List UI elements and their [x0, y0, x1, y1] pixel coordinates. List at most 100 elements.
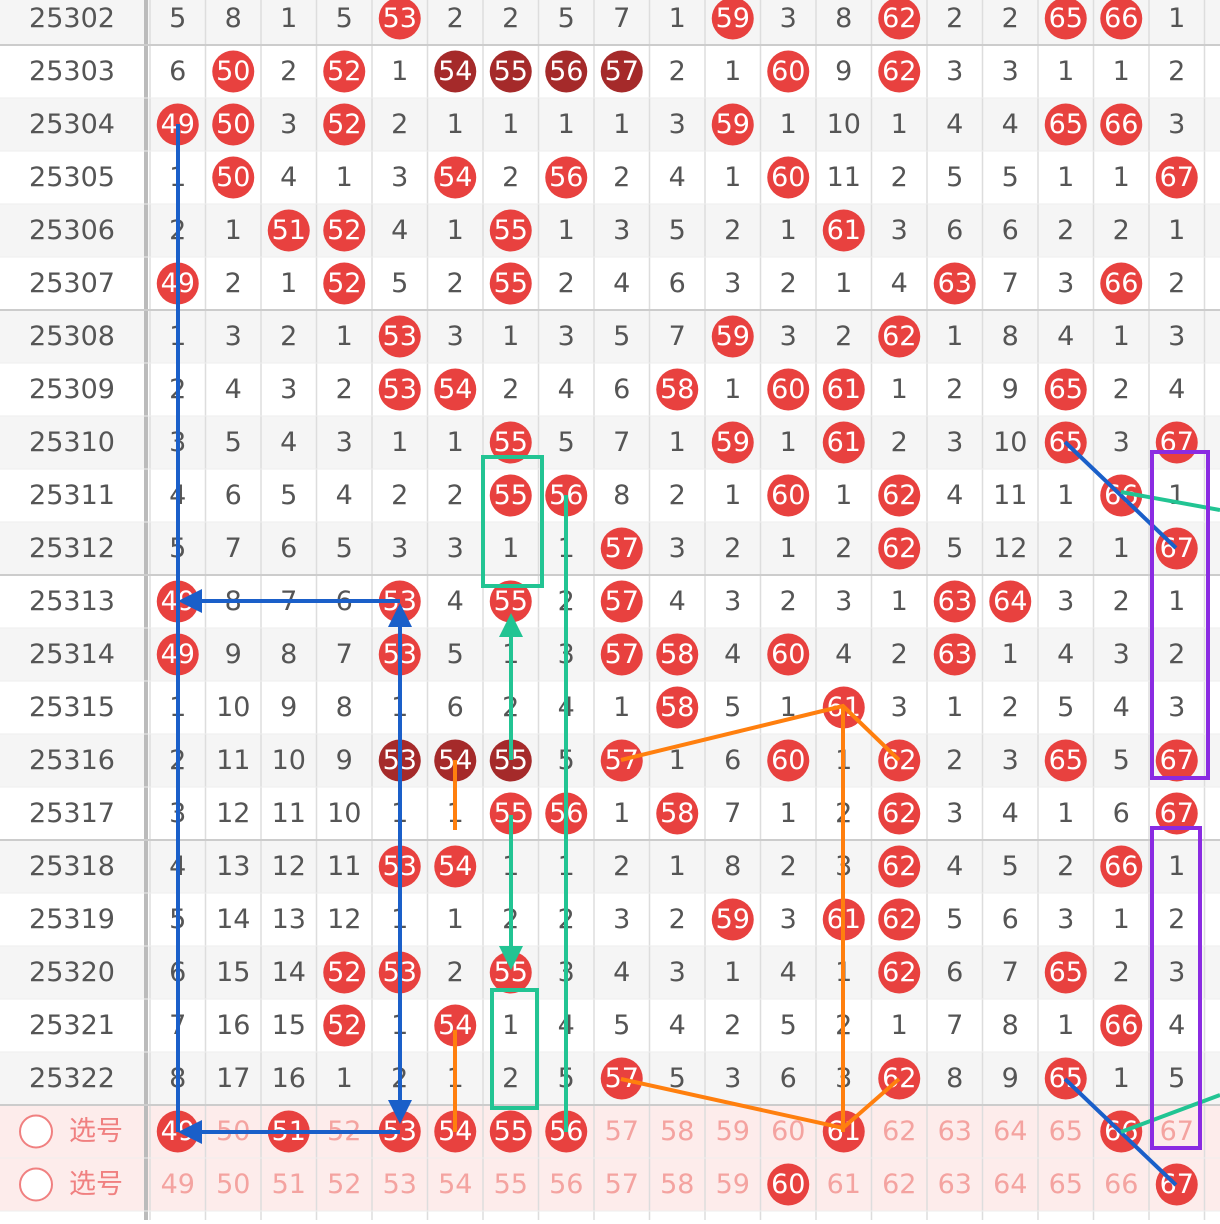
select-number[interactable]: 57 [605, 1169, 639, 1200]
miss-count: 11 [827, 162, 861, 193]
select-number[interactable]: 50 [216, 1169, 250, 1200]
select-number[interactable]: 55 [494, 1169, 528, 1200]
miss-count: 9 [225, 639, 242, 670]
miss-count: 1 [835, 268, 852, 299]
select-number[interactable]: 64 [993, 1116, 1027, 1147]
select-number[interactable]: 57 [605, 1116, 639, 1147]
miss-count: 4 [835, 639, 852, 670]
ball [656, 686, 699, 729]
miss-count: 4 [447, 586, 464, 617]
miss-count: 2 [669, 480, 686, 511]
ball-number: 58 [660, 692, 694, 723]
miss-count: 10 [993, 427, 1027, 458]
period: 25321 [29, 1010, 115, 1041]
select-number[interactable]: 63 [938, 1169, 972, 1200]
period: 25312 [29, 533, 115, 564]
select-number[interactable]: 59 [716, 1116, 750, 1147]
annotations [176, 124, 1220, 1187]
miss-count: 10 [216, 692, 250, 723]
select-number[interactable]: 66 [1104, 1169, 1138, 1200]
ball-number: 63 [938, 639, 972, 670]
miss-count: 8 [724, 851, 741, 882]
ball [323, 50, 366, 93]
miss-count: 1 [502, 109, 519, 140]
select-number[interactable]: 62 [882, 1116, 916, 1147]
ball [600, 50, 643, 93]
select-number[interactable]: 65 [1049, 1116, 1083, 1147]
ball-number: 52 [327, 109, 361, 140]
miss-count: 4 [669, 586, 686, 617]
select-number[interactable]: 52 [327, 1169, 361, 1200]
ball [878, 527, 921, 570]
miss-count: 2 [502, 162, 519, 193]
miss-count: 6 [669, 268, 686, 299]
miss-count: 5 [391, 268, 408, 299]
miss-count: 9 [835, 56, 852, 87]
miss-count: 2 [1113, 957, 1130, 988]
miss-count: 1 [669, 851, 686, 882]
select-number[interactable]: 67 [1160, 1116, 1194, 1147]
miss-count: 8 [835, 3, 852, 34]
ball [822, 209, 865, 252]
select-number[interactable]: 58 [660, 1116, 694, 1147]
miss-count: 2 [669, 904, 686, 935]
ball-number: 61 [827, 427, 861, 458]
select-number[interactable]: 59 [716, 1169, 750, 1200]
miss-count: 3 [225, 321, 242, 352]
select-radio[interactable] [19, 1114, 53, 1149]
ball [989, 580, 1032, 623]
miss-count: 8 [336, 692, 353, 723]
ball-number: 62 [882, 904, 916, 935]
miss-count: 1 [447, 427, 464, 458]
select-number[interactable]: 61 [827, 1169, 861, 1200]
miss-count: 2 [447, 3, 464, 34]
miss-count: 3 [1113, 639, 1130, 670]
select-number[interactable]: 54 [438, 1169, 472, 1200]
miss-count: 11 [216, 745, 250, 776]
miss-count: 4 [1057, 321, 1074, 352]
select-number[interactable]: 55 [494, 1116, 528, 1147]
ball [489, 50, 532, 93]
select-number[interactable]: 53 [383, 1169, 417, 1200]
ball-number: 62 [882, 851, 916, 882]
select-radio[interactable] [19, 1167, 53, 1202]
row-bg [0, 946, 1220, 999]
miss-count: 3 [1168, 321, 1185, 352]
miss-count: 2 [1002, 692, 1019, 723]
miss-count: 1 [391, 427, 408, 458]
miss-count: 2 [724, 215, 741, 246]
select-number[interactable]: 60 [771, 1169, 805, 1200]
miss-count: 5 [946, 533, 963, 564]
select-number[interactable]: 51 [272, 1169, 306, 1200]
orange-lines [453, 703, 901, 1132]
select-number[interactable]: 62 [882, 1169, 916, 1200]
period: 25311 [29, 480, 115, 511]
miss-count: 5 [946, 162, 963, 193]
select-number[interactable]: 65 [1049, 1169, 1083, 1200]
miss-count: 1 [1113, 904, 1130, 935]
miss-count: 1 [447, 109, 464, 140]
ball [378, 0, 421, 40]
miss-count: 3 [280, 109, 297, 140]
select-number[interactable]: 58 [660, 1169, 694, 1200]
miss-count: 4 [1002, 798, 1019, 829]
miss-count: 2 [225, 268, 242, 299]
miss-count: 5 [336, 533, 353, 564]
green-lines [481, 455, 1220, 1134]
period: 25310 [29, 427, 115, 458]
miss-count: 5 [336, 3, 353, 34]
select-number[interactable]: 49 [161, 1169, 195, 1200]
ball-number: 55 [494, 268, 528, 299]
select-number[interactable]: 63 [938, 1116, 972, 1147]
miss-count: 1 [669, 427, 686, 458]
miss-count: 7 [669, 321, 686, 352]
select-number[interactable]: 64 [993, 1169, 1027, 1200]
ball-number: 52 [327, 957, 361, 988]
miss-count: 5 [447, 639, 464, 670]
miss-count: 1 [891, 586, 908, 617]
ball-number: 59 [716, 3, 750, 34]
select-number[interactable]: 60 [771, 1116, 805, 1147]
miss-count: 1 [891, 1010, 908, 1041]
select-number[interactable]: 56 [549, 1169, 583, 1200]
